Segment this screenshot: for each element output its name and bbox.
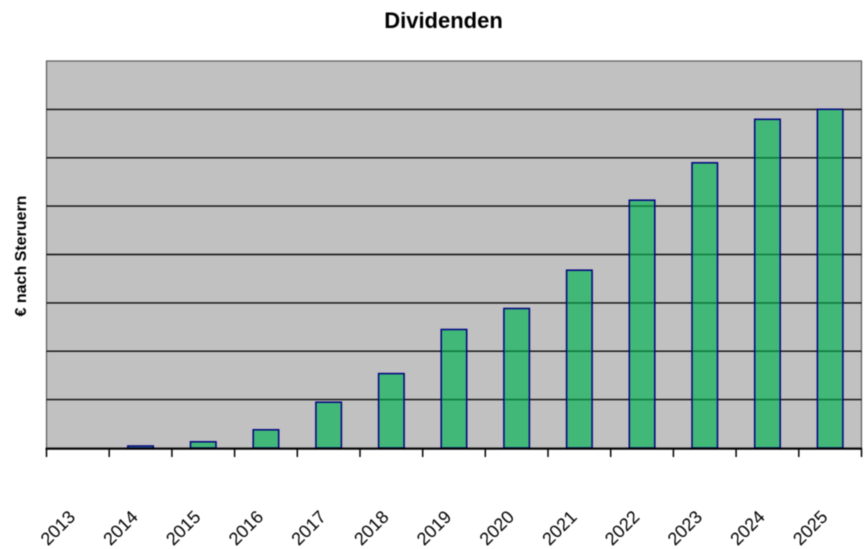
svg-text:2018: 2018 <box>350 507 392 549</box>
svg-text:2014: 2014 <box>99 507 141 549</box>
svg-text:2015: 2015 <box>162 507 204 549</box>
svg-text:2017: 2017 <box>287 507 329 549</box>
svg-text:2013: 2013 <box>37 507 79 549</box>
svg-text:2021: 2021 <box>538 507 580 549</box>
svg-text:2016: 2016 <box>225 507 267 549</box>
svg-text:€ nach Steruern: € nach Steruern <box>13 196 30 317</box>
svg-text:Dividenden: Dividenden <box>384 8 503 33</box>
svg-text:2020: 2020 <box>476 507 518 549</box>
svg-text:2022: 2022 <box>601 507 643 549</box>
svg-text:2023: 2023 <box>664 507 706 549</box>
svg-text:2019: 2019 <box>413 507 455 549</box>
svg-text:2025: 2025 <box>789 507 831 549</box>
svg-text:2024: 2024 <box>726 507 768 549</box>
